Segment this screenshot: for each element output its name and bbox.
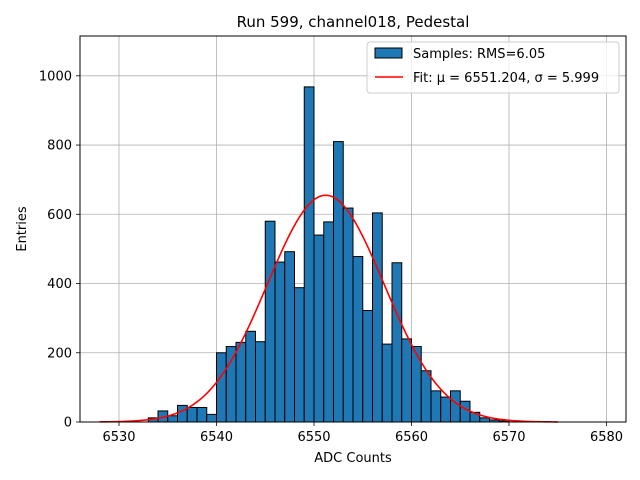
x-axis-label: ADC Counts	[314, 451, 392, 466]
histogram-bar	[411, 346, 422, 423]
y-tick-label: 1000	[39, 69, 72, 84]
histogram-bar	[186, 406, 198, 423]
histogram-bar	[391, 262, 403, 423]
histogram-bar	[313, 234, 325, 423]
chart-title: Run 599, channel018, Pedestal	[237, 13, 470, 31]
x-tick-label: 6580	[590, 430, 623, 445]
histogram-bar	[274, 261, 286, 423]
axis-ticks: 6530 6540 6550 6560 6570 6580 0 200 400 600 800 100…	[39, 69, 623, 445]
histogram-bar	[294, 287, 305, 423]
histogram-bar	[401, 338, 412, 423]
legend-fit-label: Fit: μ = 6551.204, σ = 5.999	[413, 71, 599, 86]
legend-histogram-swatch	[374, 47, 403, 59]
y-tick-label: 600	[47, 208, 72, 223]
y-axis-label: Entries	[15, 206, 30, 252]
histogram-bar	[440, 396, 451, 423]
x-tick-label: 6530	[102, 430, 135, 445]
histogram-bar	[206, 413, 217, 423]
x-tick-label: 6550	[297, 430, 330, 445]
fit-curve	[99, 194, 558, 423]
histogram-bar	[333, 141, 344, 423]
histogram-bar	[372, 212, 383, 423]
histogram-bar	[235, 341, 247, 423]
histogram-bar	[352, 256, 364, 423]
histogram-bar	[362, 310, 373, 423]
histogram-bar	[303, 86, 315, 423]
histogram-bar	[420, 370, 432, 423]
histogram-bar	[459, 400, 471, 423]
y-tick-label: 800	[47, 139, 72, 154]
histogram-bar	[323, 221, 334, 423]
x-tick-label: 6540	[200, 430, 233, 445]
legend-box	[366, 41, 620, 94]
x-tick-label: 6570	[492, 430, 525, 445]
histogram-bar	[225, 346, 237, 423]
legend: Samples: RMS=6.05 Fit: μ = 6551.204, σ =…	[366, 41, 620, 94]
histogram-bars	[147, 86, 510, 423]
histogram-bar	[245, 330, 256, 423]
histogram-bar	[177, 404, 188, 423]
histogram-bar	[450, 390, 461, 423]
histogram-bar	[216, 352, 227, 423]
histogram-bar	[167, 415, 178, 423]
y-tick-label: 0	[64, 416, 72, 431]
legend-histogram-label: Samples: RMS=6.05	[413, 47, 545, 62]
plot-frame	[79, 35, 627, 423]
histogram-bar	[284, 251, 295, 423]
histogram-bar	[479, 417, 490, 423]
y-tick-label: 400	[47, 277, 72, 292]
histogram-bar	[381, 343, 393, 423]
histogram-bar	[196, 406, 208, 423]
histogram-bar	[255, 341, 266, 423]
y-tick-label: 200	[47, 346, 72, 361]
histogram-bar	[430, 390, 442, 423]
histogram-bar	[342, 207, 354, 423]
histogram-bar	[264, 220, 276, 423]
x-tick-label: 6560	[395, 430, 428, 445]
